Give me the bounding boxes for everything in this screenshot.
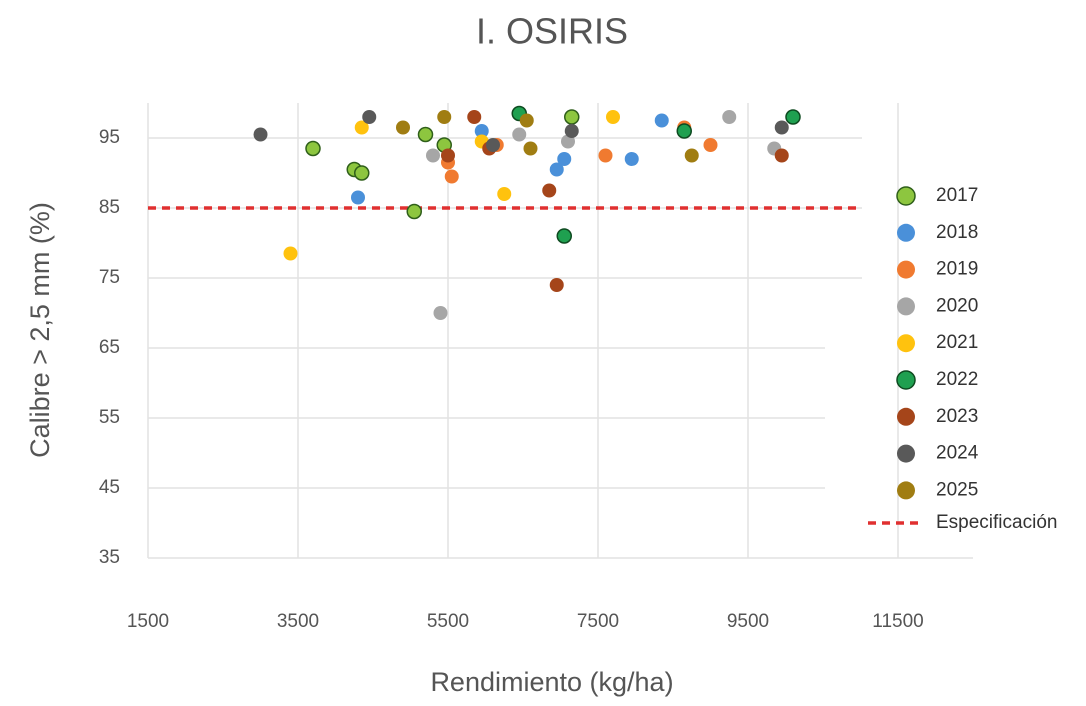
legend-label: 2025 xyxy=(936,479,978,500)
point xyxy=(486,138,500,152)
point xyxy=(774,120,789,135)
point xyxy=(564,124,579,138)
point xyxy=(519,113,534,128)
point xyxy=(253,127,268,142)
y-tick-label: 65 xyxy=(99,337,120,358)
legend-marker xyxy=(896,186,916,206)
legend-marker xyxy=(897,444,915,463)
legend-marker xyxy=(897,260,915,279)
y-tick-label: 55 xyxy=(99,407,120,428)
point xyxy=(362,110,377,124)
point xyxy=(474,124,489,138)
point xyxy=(542,183,557,198)
x-tick-label: 9500 xyxy=(727,611,769,632)
point xyxy=(557,152,572,166)
point xyxy=(467,110,482,124)
point xyxy=(426,148,440,163)
x-tick-label: 3500 xyxy=(277,611,319,632)
point xyxy=(354,120,369,135)
legend-label: 2022 xyxy=(936,369,978,390)
point xyxy=(433,306,448,320)
point xyxy=(722,110,737,124)
x-tick-label: 7500 xyxy=(577,611,619,632)
legend-label: 2023 xyxy=(936,406,978,427)
point xyxy=(444,169,459,184)
y-axis-label: Calibre > 2,5 mm (%) xyxy=(25,202,55,458)
y-tick-label: 45 xyxy=(99,477,120,498)
point xyxy=(354,165,370,181)
point xyxy=(624,152,639,166)
point xyxy=(417,126,434,143)
point xyxy=(523,141,538,156)
point xyxy=(437,110,452,124)
point xyxy=(406,203,422,220)
legend-label: 2017 xyxy=(936,185,978,206)
chart-title: I. OSIRIS xyxy=(476,11,628,52)
point xyxy=(676,123,692,139)
legend-marker xyxy=(897,407,915,426)
point xyxy=(598,148,613,163)
point xyxy=(703,138,718,152)
legend-label: 2019 xyxy=(936,259,978,280)
y-tick-label: 35 xyxy=(99,547,120,568)
point xyxy=(549,162,564,177)
legend-marker xyxy=(897,297,915,316)
legend-marker xyxy=(897,334,915,353)
point xyxy=(606,110,620,124)
point xyxy=(774,148,789,163)
point xyxy=(654,113,669,128)
point xyxy=(441,148,455,163)
point xyxy=(556,228,572,244)
legend-label: 2024 xyxy=(936,443,979,464)
legend-label: 2018 xyxy=(936,222,978,243)
x-tick-label: 11500 xyxy=(872,611,923,632)
point xyxy=(549,278,564,292)
point xyxy=(283,246,298,261)
y-tick-label: 85 xyxy=(99,197,120,218)
x-axis-label: Rendimiento (kg/ha) xyxy=(430,667,673,697)
legend-marker xyxy=(897,223,915,242)
x-tick-label: 5500 xyxy=(427,611,469,632)
point xyxy=(351,190,365,205)
point xyxy=(564,109,580,125)
point xyxy=(684,148,699,163)
point xyxy=(561,134,575,149)
y-tick-label: 75 xyxy=(99,267,120,288)
point xyxy=(305,140,321,157)
legend-label: Especificación xyxy=(936,512,1057,533)
point xyxy=(785,109,801,125)
x-tick-label: 1500 xyxy=(127,611,169,632)
legend-label: 2021 xyxy=(936,332,978,353)
point xyxy=(512,127,527,142)
legend-marker xyxy=(896,370,916,390)
legend-label: 2020 xyxy=(936,295,978,316)
point xyxy=(396,120,410,135)
y-tick-label: 95 xyxy=(99,127,120,148)
point xyxy=(497,187,512,201)
legend-marker xyxy=(897,481,915,500)
